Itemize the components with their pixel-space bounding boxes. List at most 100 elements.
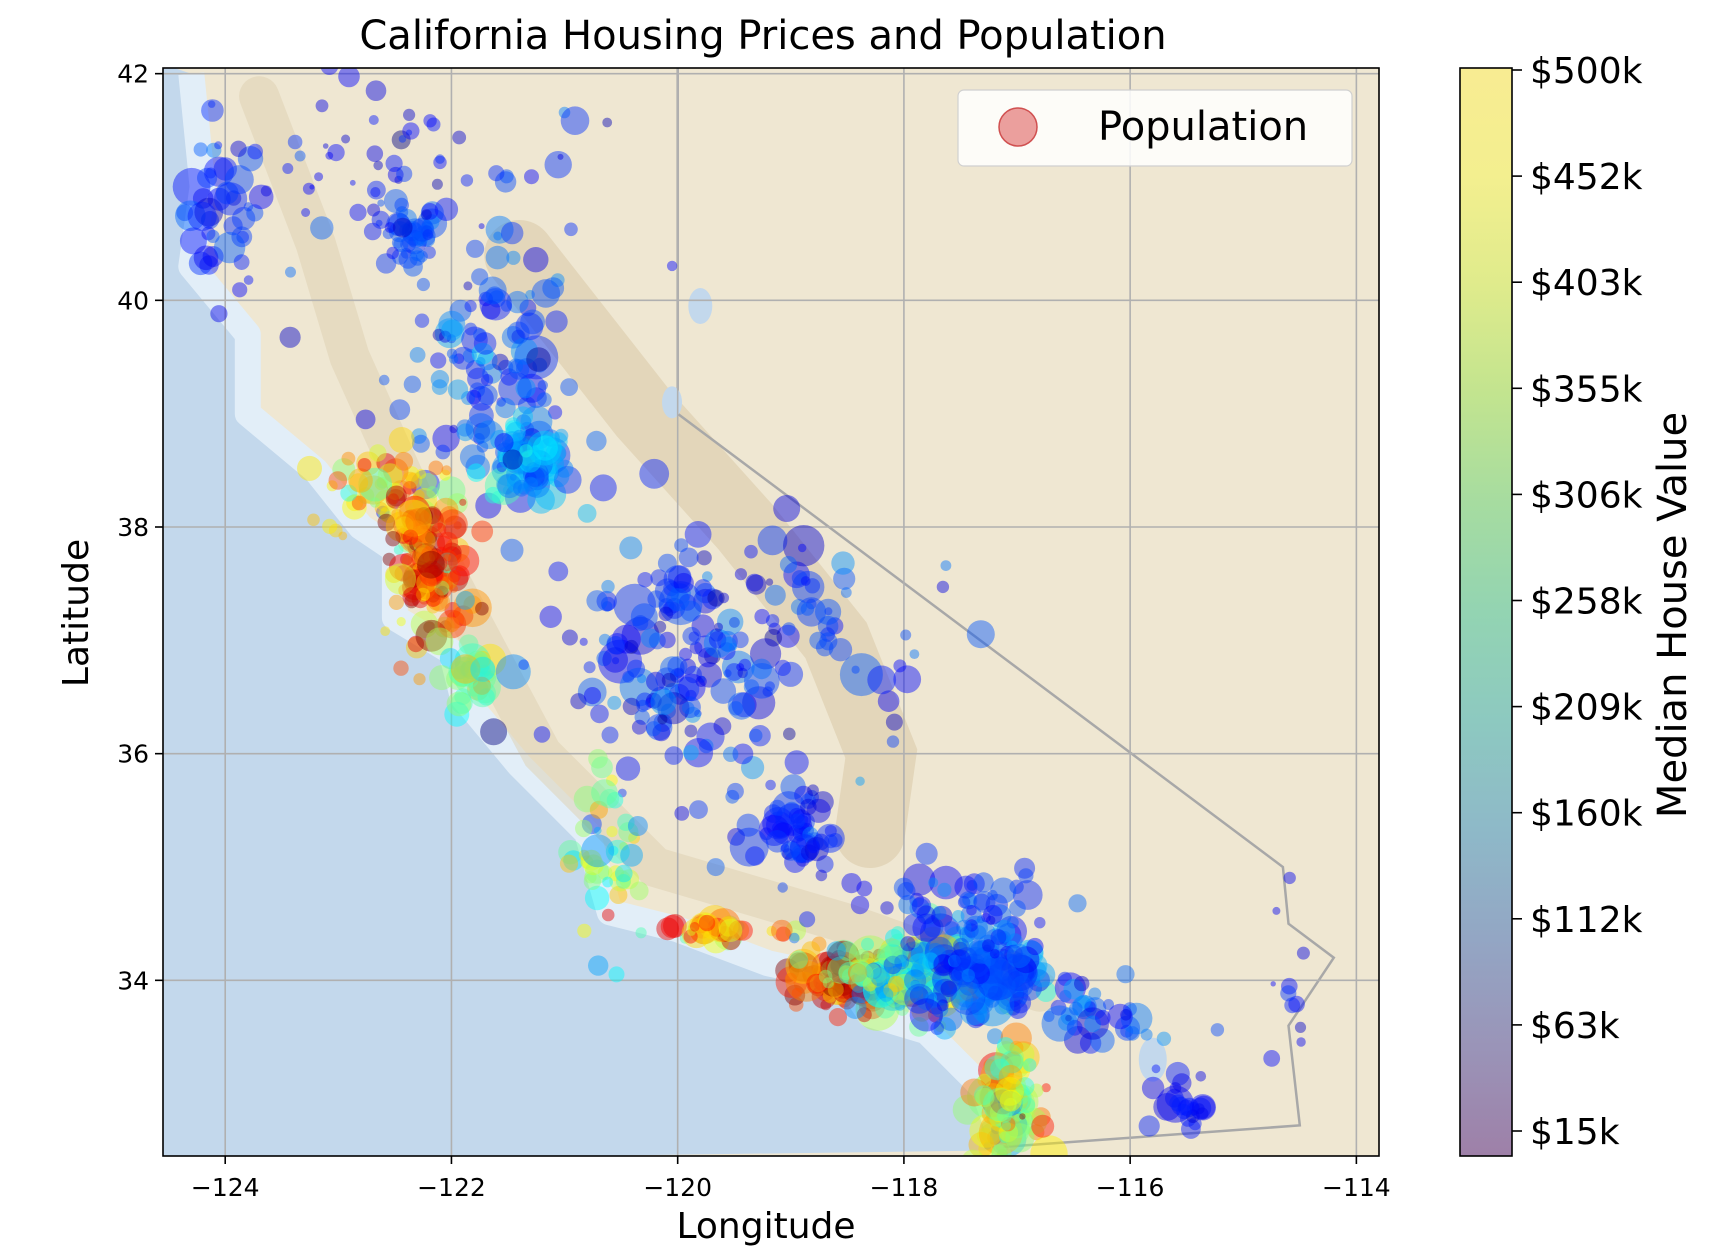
data-point-952	[850, 960, 869, 979]
data-point-1114	[907, 949, 921, 963]
data-point-570	[473, 650, 491, 669]
data-point-967	[843, 972, 863, 992]
data-point-260	[534, 478, 567, 511]
data-point-1341	[939, 1007, 963, 1031]
data-point-605	[693, 588, 718, 614]
data-point-1437	[909, 892, 924, 908]
data-point-797	[800, 793, 817, 809]
data-point-1667	[1169, 1082, 1182, 1094]
data-point-1048	[899, 977, 908, 987]
data-point-1245	[894, 999, 906, 1011]
data-point-1691	[1280, 985, 1297, 1002]
data-point-508	[447, 545, 480, 577]
data-point-1642	[1074, 975, 1090, 992]
data-point-1379	[983, 976, 1005, 999]
data-point-1580	[1002, 1107, 1034, 1139]
data-point-1333	[1016, 974, 1043, 1001]
data-point-345	[554, 428, 569, 443]
data-point-1611	[1029, 1083, 1044, 1098]
data-point-828	[769, 799, 786, 817]
data-point-1176	[998, 991, 1022, 1016]
data-point-1191	[959, 971, 974, 986]
data-point-12	[172, 167, 211, 206]
data-point-447	[401, 509, 422, 530]
data-point-1132	[928, 971, 957, 1000]
data-point-650	[654, 578, 680, 604]
data-point-326	[523, 461, 549, 488]
data-point-942	[828, 1008, 848, 1027]
data-point-1203	[902, 941, 924, 963]
data-point-423	[416, 583, 435, 602]
data-point-1140	[918, 902, 941, 925]
data-point-167	[519, 299, 537, 317]
data-point-692	[639, 458, 670, 489]
data-point-902	[601, 908, 615, 922]
data-point-429	[439, 570, 459, 590]
data-point-1109	[881, 955, 896, 971]
data-point-698	[602, 647, 628, 673]
lake-tahoe	[662, 386, 683, 419]
data-point-1139	[938, 975, 952, 989]
data-point-850	[628, 832, 640, 844]
data-point-343	[527, 430, 562, 466]
data-point-1276	[928, 956, 945, 973]
data-point-603	[877, 690, 900, 712]
data-point-1362	[952, 949, 966, 963]
data-point-1179	[975, 979, 990, 994]
data-point-1432	[962, 892, 976, 907]
data-point-259	[475, 492, 502, 519]
data-point-981	[849, 982, 874, 1006]
data-point-154	[493, 231, 503, 241]
data-point-948	[871, 953, 886, 968]
data-point-353	[436, 476, 466, 506]
data-point-917	[728, 920, 750, 941]
data-point-1497	[993, 1099, 1015, 1121]
data-point-376	[405, 508, 420, 522]
data-point-506	[402, 574, 428, 601]
data-point-681	[828, 638, 853, 662]
data-point-796	[771, 791, 806, 825]
data-point-984	[860, 986, 886, 1012]
data-point-440	[433, 497, 459, 523]
data-point-862	[635, 927, 647, 939]
colorbar-tick-label-7: $355k	[1530, 369, 1643, 410]
data-point-460	[395, 527, 412, 544]
data-point-166	[411, 428, 427, 444]
data-point-1427	[1007, 933, 1023, 949]
data-point-961	[830, 959, 847, 977]
data-point-1050	[854, 962, 876, 984]
data-point-739	[657, 714, 668, 725]
data-point-1457	[964, 923, 979, 938]
data-point-405	[349, 473, 369, 492]
data-point-23	[179, 227, 207, 255]
data-point-1135	[894, 969, 914, 989]
data-point-245	[501, 221, 524, 245]
data-point-1591	[1005, 1123, 1035, 1153]
data-point-752	[815, 638, 834, 657]
data-point-1324	[1027, 969, 1050, 992]
data-point-874	[627, 816, 648, 836]
data-point-642	[658, 598, 675, 614]
data-point-1251	[922, 986, 944, 1008]
data-point-213	[469, 382, 485, 398]
data-point-964	[837, 968, 852, 983]
ocean-area	[163, 68, 1006, 1156]
data-point-1323	[965, 966, 983, 983]
data-point-733	[611, 624, 641, 654]
data-point-478	[434, 616, 455, 638]
data-point-1624	[995, 1077, 1024, 1106]
data-point-749	[615, 756, 641, 781]
data-point-1008	[811, 952, 841, 981]
data-point-1028	[872, 957, 887, 973]
data-point-1103	[933, 950, 948, 965]
data-point-630	[589, 474, 617, 502]
data-point-651	[691, 614, 715, 638]
data-point-1548	[991, 1124, 1002, 1135]
data-point-1332	[973, 965, 998, 989]
data-point-264	[459, 444, 486, 470]
data-point-1058	[884, 970, 901, 987]
data-point-685	[783, 727, 796, 741]
data-point-857	[619, 841, 628, 851]
data-point-98	[666, 260, 678, 272]
